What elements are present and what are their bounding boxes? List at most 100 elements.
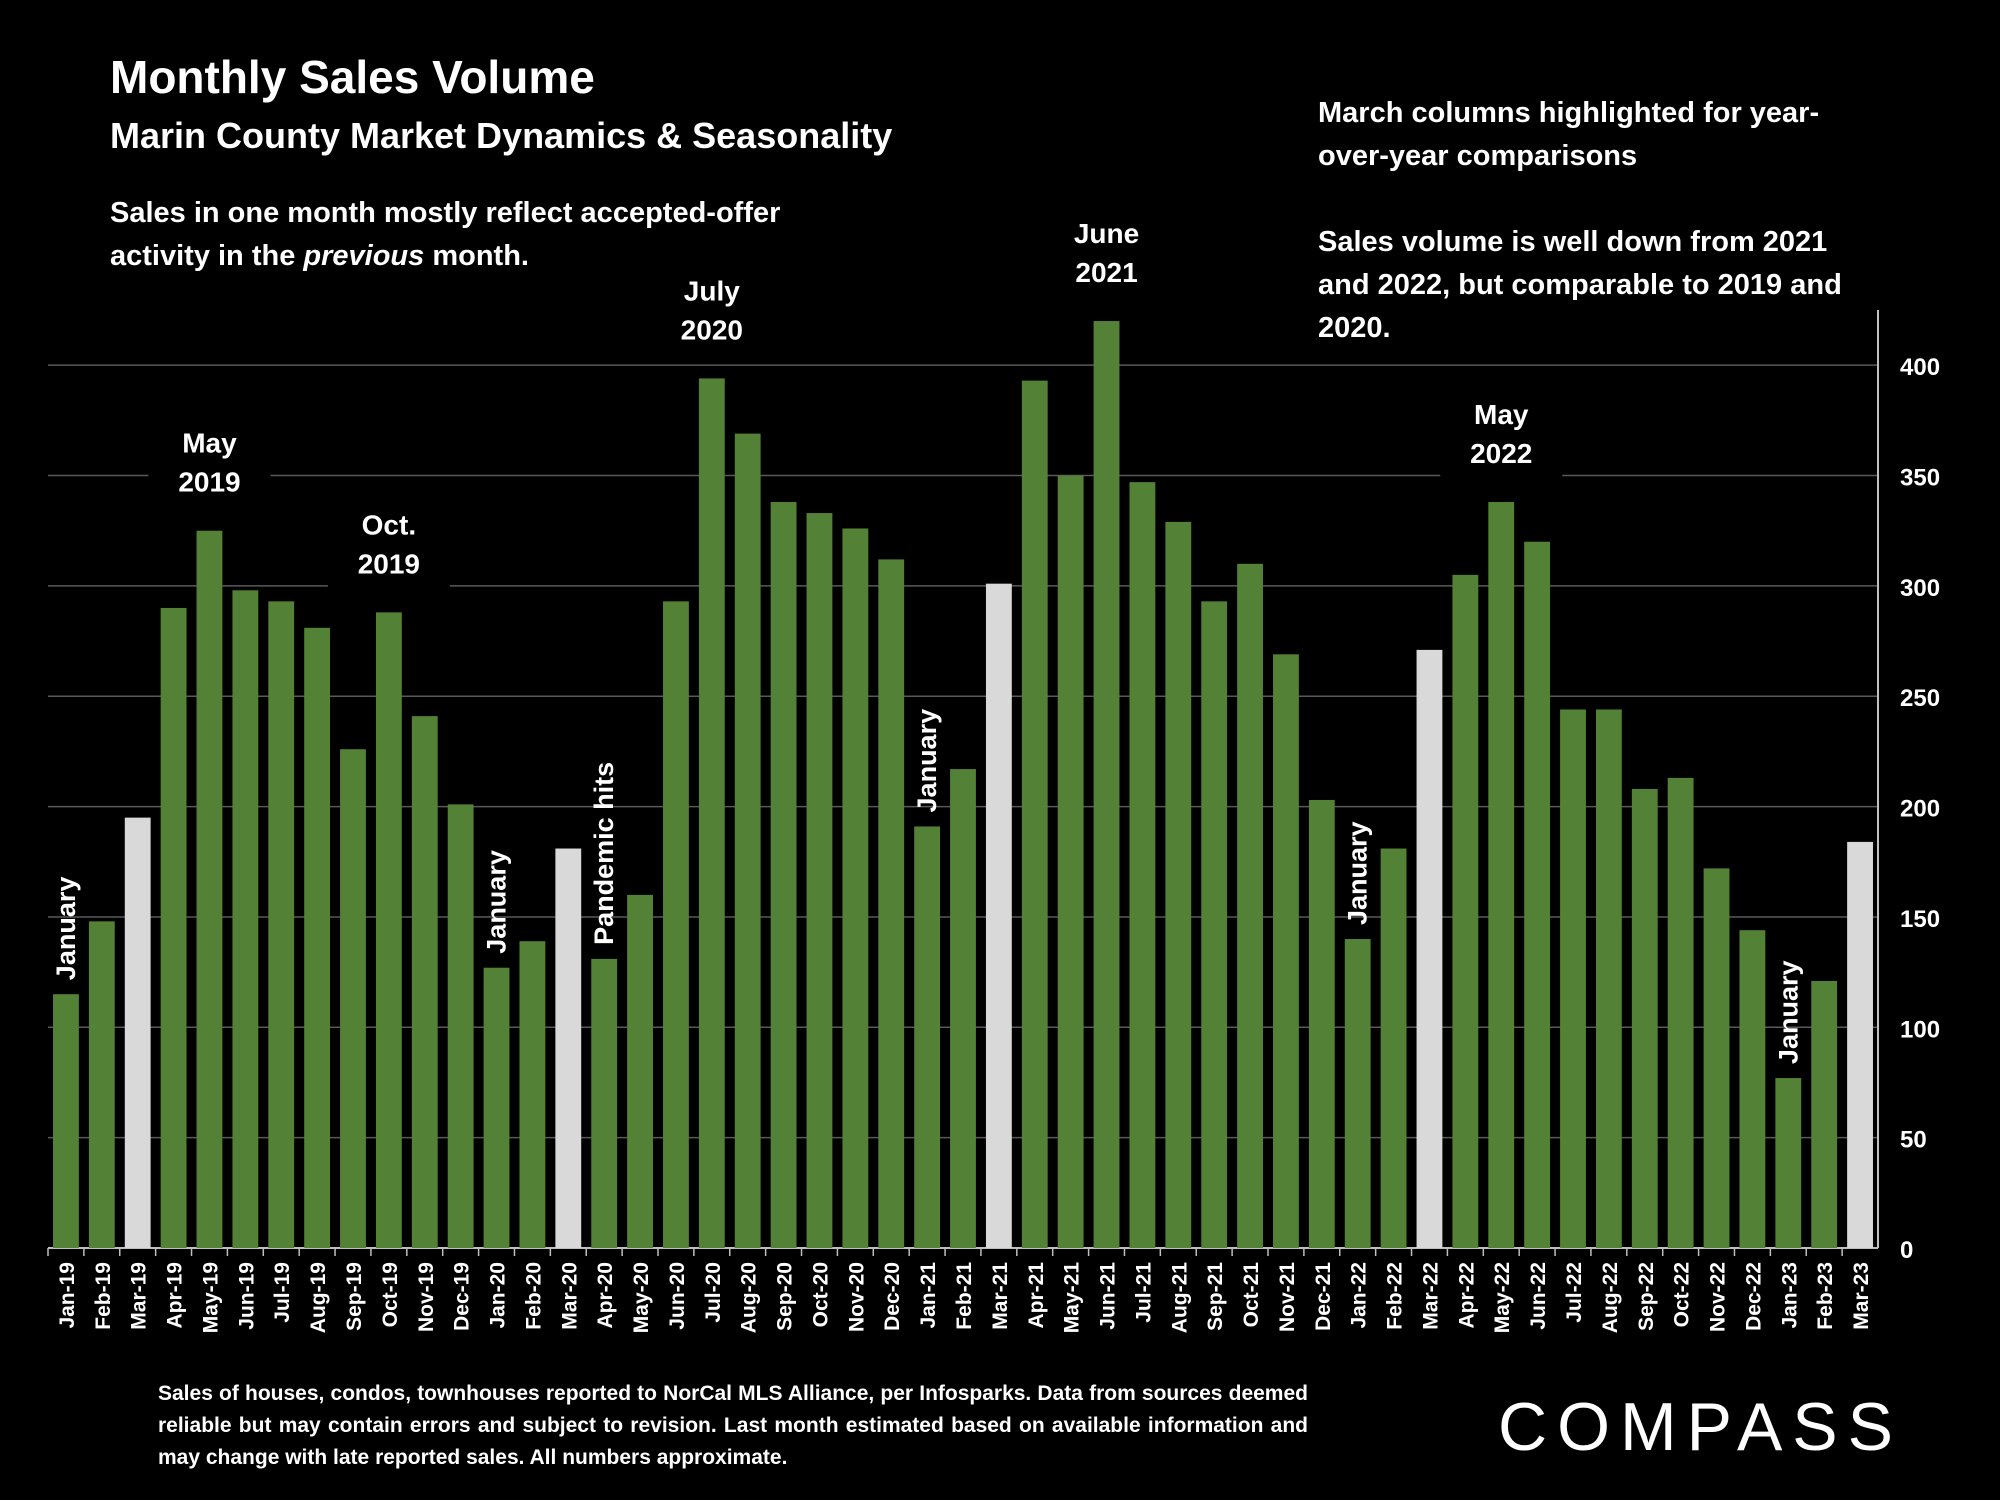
x-tick-label: Aug-19	[307, 1262, 330, 1333]
bar	[483, 967, 510, 1248]
annotation-label: January	[51, 877, 81, 981]
x-tick-label: Nov-20	[845, 1262, 868, 1332]
x-tick-label: May-21	[1061, 1262, 1084, 1334]
x-tick-label: Sep-20	[774, 1262, 797, 1331]
x-tick-label: Aug-21	[1168, 1262, 1191, 1333]
bar	[1667, 777, 1694, 1248]
x-tick-label: Feb-20	[522, 1262, 545, 1330]
annotation-background	[650, 268, 773, 359]
x-tick-label: May-20	[630, 1262, 653, 1333]
bar	[1057, 475, 1084, 1248]
x-tick-label: Dec-19	[451, 1262, 474, 1331]
chart-subtitle: Marin County Market Dynamics & Seasonali…	[110, 115, 893, 156]
bar	[53, 994, 79, 1248]
x-tick-label: Apr-21	[1025, 1262, 1048, 1329]
bar	[663, 601, 689, 1248]
x-tick-label: Mar-20	[558, 1262, 581, 1330]
bar-highlighted	[555, 848, 582, 1248]
bar	[411, 716, 438, 1248]
bar-highlighted	[985, 583, 1012, 1248]
side-note-comparison: Sales volume is well down from 2021 and …	[1318, 226, 1842, 344]
annotation-background	[327, 502, 450, 593]
chart-note: Sales in one month mostly reflect accept…	[110, 192, 830, 278]
bar	[806, 513, 833, 1248]
bar	[1201, 601, 1228, 1248]
bar	[878, 559, 905, 1248]
x-tick-label: Jan-19	[56, 1262, 79, 1329]
x-tick-label: Feb-19	[92, 1262, 115, 1330]
x-tick-label: Mar-22	[1419, 1262, 1442, 1330]
bar	[1739, 930, 1766, 1248]
bar	[1308, 799, 1335, 1248]
bar	[1273, 654, 1299, 1248]
bar	[375, 612, 402, 1248]
x-tick-label: Feb-23	[1814, 1262, 1837, 1330]
x-tick-label: Apr-20	[594, 1262, 617, 1329]
annotation-label: May 2019	[178, 428, 240, 498]
x-tick-label: May-19	[199, 1262, 222, 1333]
annotation-label: May 2022	[1470, 399, 1532, 469]
y-tick-label: 250	[1900, 685, 1940, 712]
x-tick-label: Dec-20	[881, 1262, 904, 1331]
x-tick-label: Jan-20	[487, 1262, 510, 1329]
x-tick-label: May-22	[1491, 1262, 1514, 1333]
bar	[340, 749, 366, 1248]
x-tick-label: Oct-19	[379, 1262, 402, 1327]
x-tick-label: Jun-22	[1527, 1262, 1550, 1330]
x-tick-label: Oct-20	[809, 1262, 832, 1327]
bar	[1524, 541, 1551, 1248]
bar	[1237, 563, 1263, 1248]
x-tick-label: Jul-20	[702, 1262, 725, 1323]
bar	[1811, 980, 1838, 1248]
bar	[1488, 502, 1515, 1248]
bar-highlighted	[1847, 841, 1873, 1248]
bar	[304, 627, 331, 1248]
y-tick-label: 350	[1900, 465, 1940, 492]
bar	[950, 769, 976, 1248]
x-tick-label: Nov-21	[1276, 1262, 1299, 1332]
x-tick-label: Aug-20	[738, 1262, 761, 1333]
x-tick-label: Nov-19	[415, 1262, 438, 1332]
chart-title: Monthly Sales Volume	[110, 51, 595, 103]
annotation-label: July 2020	[681, 275, 743, 345]
bar	[1775, 1078, 1802, 1248]
y-tick-label: 200	[1900, 796, 1940, 823]
bar	[1165, 521, 1192, 1248]
x-tick-label: Sep-22	[1635, 1262, 1658, 1331]
x-tick-label: Jul-21	[1132, 1262, 1155, 1323]
annotation-background	[148, 420, 271, 511]
bar	[1129, 482, 1156, 1248]
side-note-highlight: March columns highlighted for year-over-…	[1318, 97, 1820, 172]
bar	[196, 530, 223, 1248]
bar	[591, 958, 618, 1248]
y-tick-label: 0	[1900, 1237, 1913, 1264]
bar	[1380, 848, 1407, 1248]
x-tick-label: Apr-19	[164, 1262, 187, 1329]
x-tick-label: Mar-23	[1850, 1262, 1873, 1330]
bar	[770, 502, 797, 1248]
x-tick-label: Mar-19	[128, 1262, 151, 1330]
x-tick-label: Jan-21	[917, 1262, 940, 1329]
x-tick-label: Dec-22	[1742, 1262, 1765, 1331]
x-tick-label: Nov-22	[1707, 1262, 1730, 1332]
x-tick-label: Jul-19	[271, 1262, 294, 1323]
x-tick-label: Aug-22	[1599, 1262, 1622, 1333]
bar	[627, 894, 653, 1248]
annotation-label: June 2021	[1074, 218, 1139, 288]
bar-highlighted	[1416, 649, 1443, 1248]
y-tick-label: 400	[1900, 354, 1940, 381]
bar	[1093, 321, 1120, 1249]
source-footnote: Sales of houses, condos, townhouses repo…	[158, 1382, 1308, 1469]
annotation-label: January	[912, 709, 942, 813]
y-tick-label: 300	[1900, 575, 1940, 602]
bar	[268, 601, 295, 1248]
bar	[88, 921, 115, 1248]
bar	[447, 804, 474, 1248]
annotation-label: January	[1773, 960, 1803, 1064]
y-tick-label: 50	[1900, 1127, 1927, 1154]
x-tick-label: Feb-22	[1384, 1262, 1407, 1330]
bar	[1021, 380, 1048, 1249]
x-tick-label: Jun-21	[1097, 1262, 1120, 1330]
annotation-background	[1440, 392, 1563, 483]
